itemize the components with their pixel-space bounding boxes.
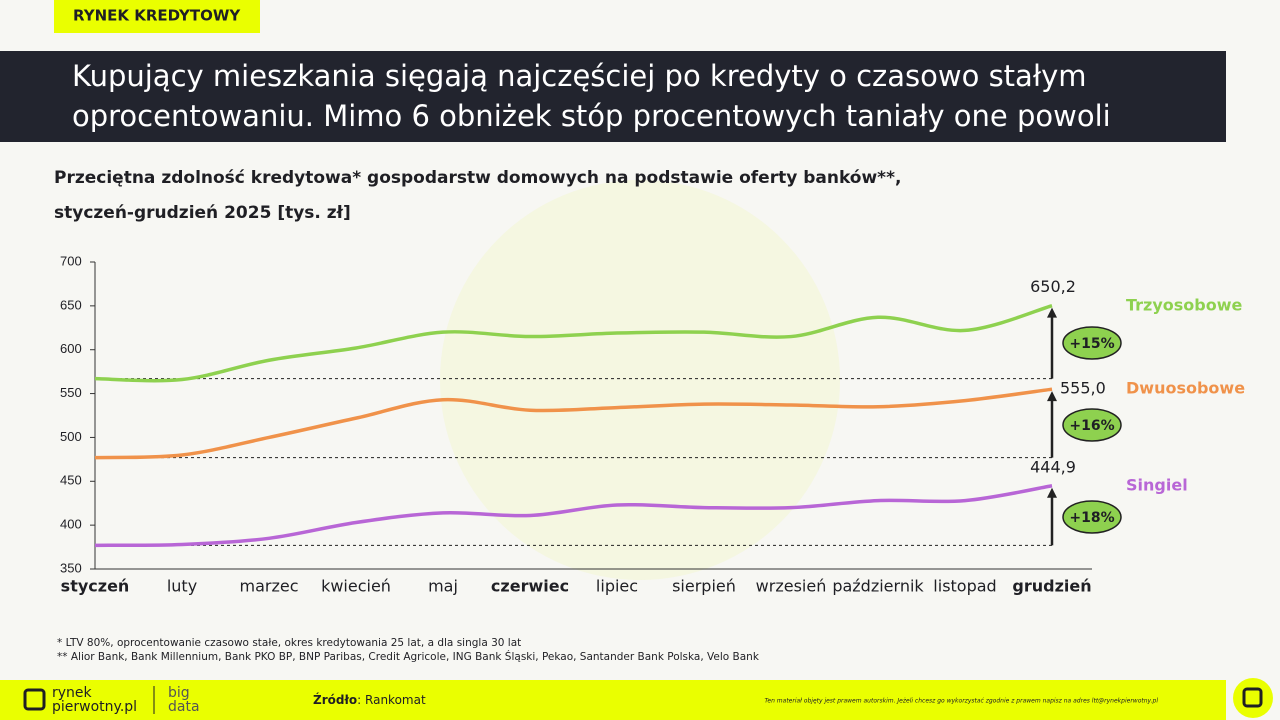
x-tick-label: lipiec	[596, 577, 638, 596]
change-badge	[1062, 408, 1122, 442]
plot: 350 400 450 500 550 600 650 700 styczeń luty marze…	[60, 253, 1245, 595]
title-banner	[0, 51, 1226, 142]
footer-bar	[0, 680, 1226, 720]
source-label: Źródło	[313, 692, 357, 707]
y-tick-label: 550	[60, 385, 82, 400]
source: Źródło: Rankomat	[313, 692, 426, 707]
watermark	[440, 180, 840, 580]
y-tick-label: 350	[60, 560, 82, 575]
arrow-head	[1047, 307, 1057, 318]
change-label: +16%	[1069, 418, 1114, 434]
x-tick-label: maj	[428, 577, 458, 596]
y-tick-label: 500	[60, 429, 82, 444]
brand: data	[168, 699, 200, 715]
logo-icon	[23, 688, 46, 711]
chart-title: styczeń-grudzień 2025 [tys. zł]	[54, 203, 351, 223]
x-tick-label: kwiecień	[321, 577, 391, 596]
y-tick-label: 700	[60, 253, 82, 268]
tag: RYNEK KREDYTOWY	[73, 7, 241, 25]
series-line	[94, 387, 1053, 460]
change-badge	[1062, 500, 1122, 534]
y-tick-label: 600	[60, 341, 82, 356]
logo: rynek	[52, 685, 93, 701]
series-line	[94, 484, 1053, 548]
footnote: * LTV 80%, oprocentowanie czasowo stałe,…	[57, 637, 521, 649]
change-badge	[1062, 326, 1122, 360]
value-label: 555,0	[1060, 379, 1106, 398]
x-tick-label: wrzesień	[756, 577, 827, 596]
x-tick-label: grudzień	[1012, 577, 1091, 596]
source-value: : Rankomat	[357, 693, 426, 707]
y-tick-label: 450	[60, 473, 82, 488]
change-label: +18%	[1069, 510, 1114, 526]
logo: pierwotny.pl	[52, 699, 137, 715]
legend-label: Singiel	[1126, 476, 1188, 495]
footnote: ** Alior Bank, Bank Millennium, Bank PKO…	[57, 650, 760, 663]
legend-label: Trzyosobowe	[1126, 296, 1243, 315]
x-tick-label: marzec	[239, 577, 298, 596]
legend-label: Dwuosobowe	[1126, 379, 1245, 398]
corner-logo	[1233, 678, 1273, 718]
arrow-head	[1047, 487, 1057, 498]
x-tick-label: czerwiec	[491, 577, 569, 596]
copyright: Ten materiał objęty jest prawem autorski…	[764, 698, 1158, 705]
brand: big	[168, 685, 190, 701]
title: oprocentowaniu. Mimo 6 obniżek stóp proc…	[72, 99, 1111, 133]
series-line	[94, 303, 1053, 383]
corner-logo-icon	[1242, 687, 1263, 708]
x-tick-label: październik	[832, 577, 924, 596]
value-label: 650,2	[1030, 277, 1076, 296]
y-tick-label: 650	[60, 297, 82, 312]
change-label: +15%	[1069, 336, 1114, 352]
x-tick-label: sierpień	[672, 577, 736, 596]
x-tick-label: styczeń	[61, 577, 130, 596]
tag-box	[54, 0, 260, 33]
x-tick-label: listopad	[933, 577, 996, 596]
chart-title: Przeciętna zdolność kredytowa* gospodars…	[54, 168, 901, 188]
title: Kupujący mieszkania sięgają najczęściej …	[72, 59, 1086, 93]
arrow-head	[1047, 391, 1057, 402]
y-tick-label: 400	[60, 517, 82, 532]
x-tick-label: luty	[167, 577, 197, 596]
value-label: 444,9	[1030, 457, 1076, 476]
